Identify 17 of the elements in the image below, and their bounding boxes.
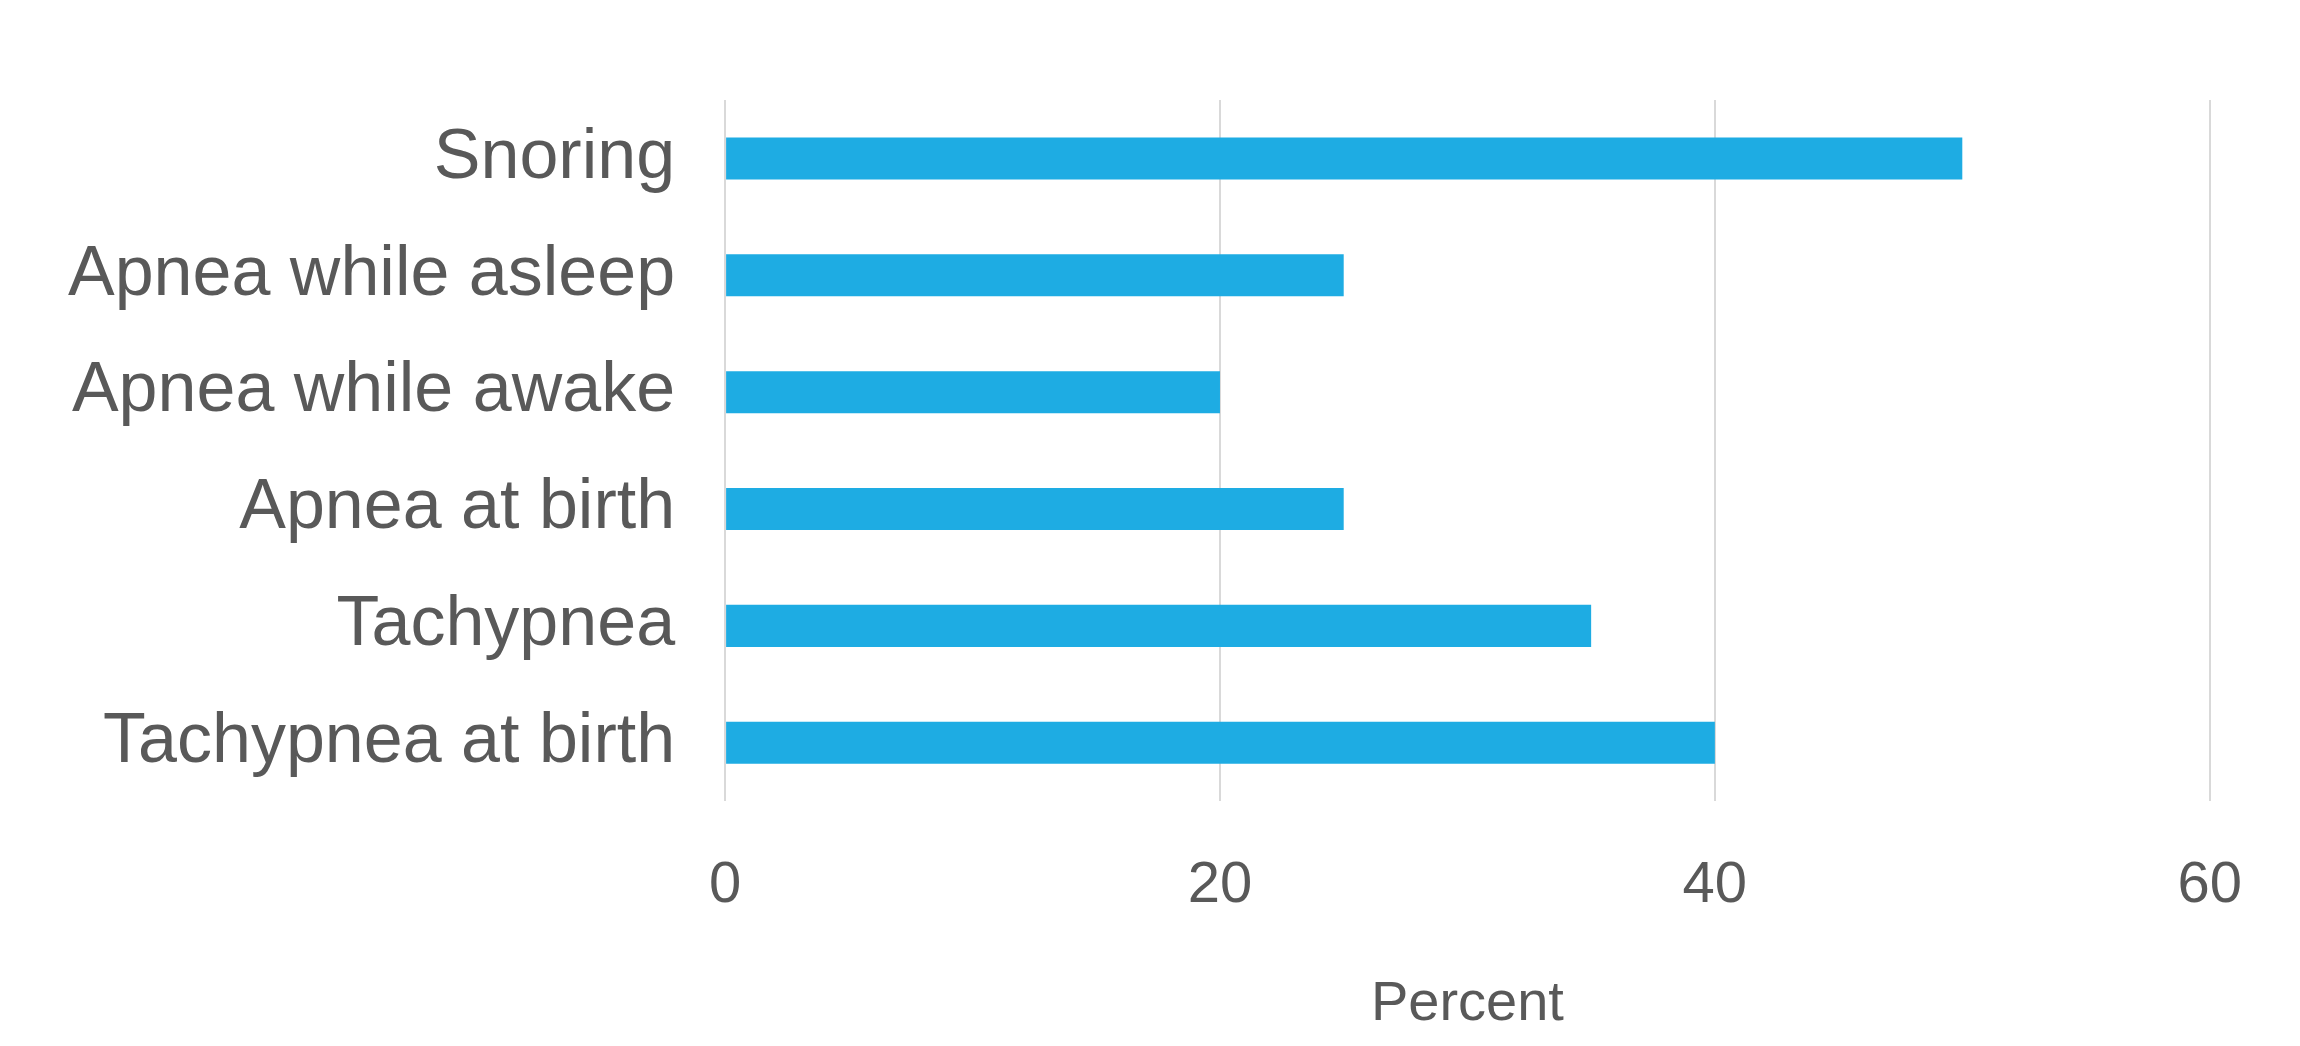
bar (726, 488, 1344, 531)
bar (726, 254, 1344, 297)
x-tick-label: 60 (2177, 849, 2242, 914)
y-tick-label: Snoring (433, 114, 676, 193)
y-tick-label: Apnea at birth (239, 465, 676, 544)
bar (726, 371, 1220, 414)
bar (726, 721, 1715, 764)
x-tick-label: 20 (1187, 849, 1253, 914)
y-tick-label: Apnea while asleep (67, 231, 676, 310)
bar (726, 137, 1963, 180)
y-tick-label: Tachypnea at birth (103, 699, 676, 778)
y-tick-label: Tachypnea (336, 582, 676, 661)
y-tick-label: Apnea while awake (71, 348, 676, 427)
bar (726, 604, 1592, 647)
x-tick-label: 40 (1682, 849, 1748, 914)
x-tick-label: 0 (708, 849, 742, 914)
x-axis-title: Percent (1370, 968, 1565, 1032)
